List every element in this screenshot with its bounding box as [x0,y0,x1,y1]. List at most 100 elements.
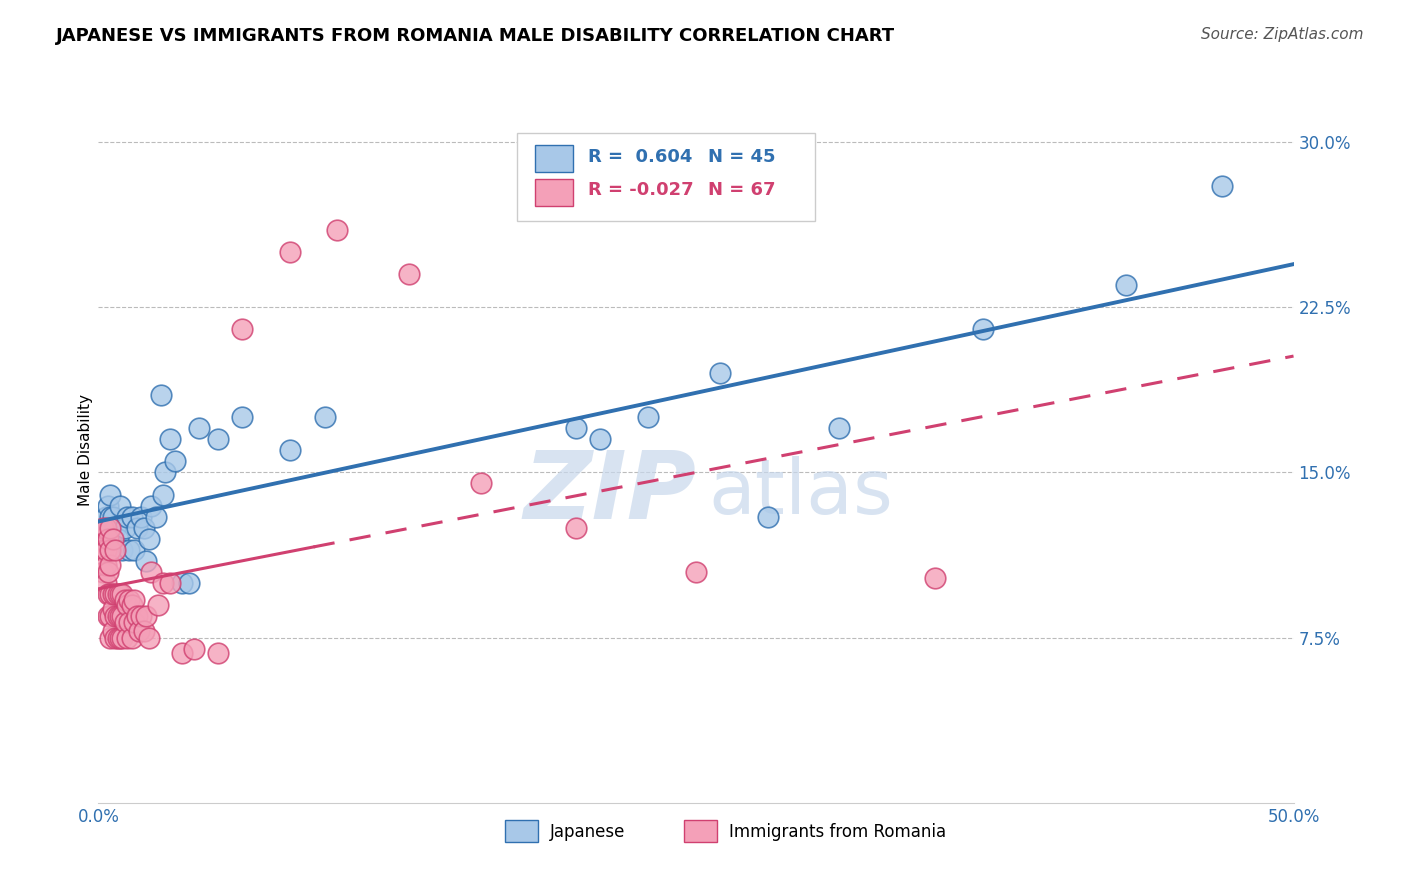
Point [91,565,114,579]
Point [107,532,129,546]
Point [98,608,122,623]
Point [108,608,131,623]
Point [124,542,146,557]
Point [159,575,181,590]
Point [101,509,124,524]
Point [125,608,148,623]
Point [107,608,129,623]
Point [98,520,122,534]
Point [278,443,301,458]
Point [183,641,205,656]
Text: Japanese: Japanese [550,822,626,840]
Point [108,631,131,645]
Point [231,410,253,425]
Point [139,565,162,579]
Point [149,388,172,402]
Point [148,598,170,612]
Point [104,542,127,557]
Point [637,410,659,425]
Point [118,542,141,557]
Point [107,631,129,645]
Point [101,586,124,600]
Text: JAPANESE VS IMMIGRANTS FROM ROMANIA MALE DISABILITY CORRELATION CHART: JAPANESE VS IMMIGRANTS FROM ROMANIA MALE… [56,27,896,45]
Point [111,608,134,623]
Point [145,509,167,524]
Point [94,558,117,572]
Point [114,593,136,607]
Y-axis label: Male Disability: Male Disability [77,394,93,507]
Point [139,499,162,513]
Point [108,499,131,513]
Point [207,433,229,447]
Point [207,646,229,660]
Point [94,509,117,524]
Point [326,223,349,237]
Point [91,542,114,557]
Text: atlas: atlas [709,456,893,530]
Bar [534,145,572,172]
Point [278,245,301,260]
Point [152,487,174,501]
Point [709,367,731,381]
Point [107,586,129,600]
Point [179,575,201,590]
Point [97,532,120,546]
Point [98,631,122,645]
Point [114,520,136,534]
Point [565,421,588,435]
Point [187,421,209,435]
Text: Source: ZipAtlas.com: Source: ZipAtlas.com [1201,27,1364,42]
FancyBboxPatch shape [517,134,815,221]
Point [104,520,127,534]
Point [97,565,120,579]
Point [828,421,851,435]
Point [231,322,253,336]
Point [97,586,120,600]
Point [97,499,120,513]
Text: N = 67: N = 67 [709,181,776,200]
Point [128,624,150,638]
Point [101,624,124,638]
Point [101,602,124,616]
Point [131,608,153,623]
Point [131,509,153,524]
Point [98,509,122,524]
Point [172,646,194,660]
Point [118,593,141,607]
Text: ZIP: ZIP [523,447,696,539]
Bar [505,821,538,841]
Point [138,631,160,645]
Text: N = 45: N = 45 [709,147,776,166]
Point [132,520,155,534]
Point [756,509,779,524]
Point [565,520,588,534]
Point [398,268,420,282]
Point [972,322,994,336]
Bar [534,179,572,206]
Point [121,598,143,612]
Point [90,532,112,546]
Text: Immigrants from Romania: Immigrants from Romania [730,822,946,840]
Point [104,631,127,645]
Point [121,631,143,645]
Point [115,598,138,612]
Point [94,575,117,590]
Point [163,454,186,468]
Point [90,542,112,557]
Point [115,509,138,524]
Point [172,575,194,590]
Point [132,624,155,638]
Point [111,542,134,557]
Point [114,615,136,630]
Point [94,542,117,557]
Point [124,615,146,630]
Point [1211,179,1233,194]
Point [135,608,157,623]
Point [589,433,612,447]
Point [98,586,122,600]
Point [125,520,148,534]
Point [101,532,124,546]
Point [152,575,174,590]
Point [98,542,122,557]
Point [159,433,181,447]
